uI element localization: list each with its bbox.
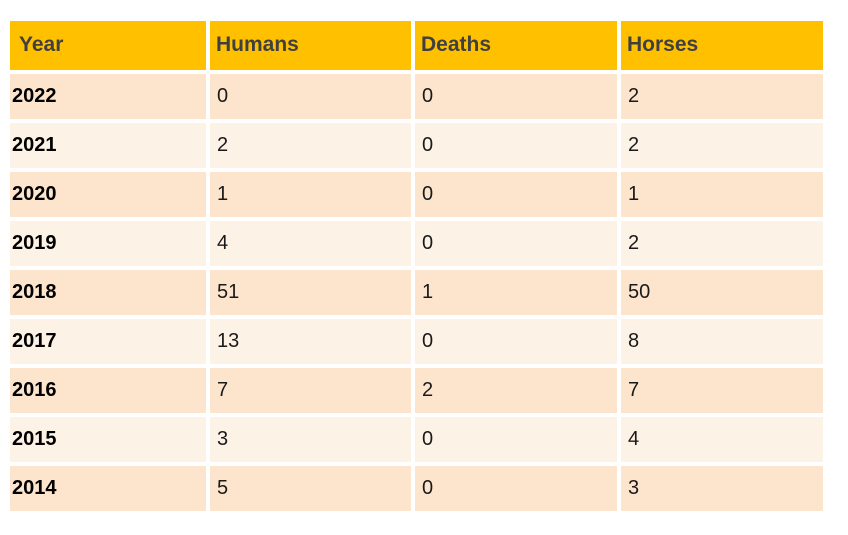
horses-cell: 7 bbox=[621, 364, 823, 413]
cases-table: Year Humans Deaths Horses 2022 0 0 2 2021 2 0 2 202… bbox=[10, 21, 823, 511]
horses-cell: 8 bbox=[621, 315, 823, 364]
humans-cell: 3 bbox=[210, 413, 415, 462]
horses-cell: 50 bbox=[621, 266, 823, 315]
year-cell: 2015 bbox=[10, 413, 210, 462]
deaths-cell: 0 bbox=[415, 462, 621, 511]
year-cell: 2022 bbox=[10, 70, 210, 119]
table-row-2014: 2014 5 0 3 bbox=[10, 462, 823, 511]
horses-cell: 1 bbox=[621, 168, 823, 217]
table-row-2018: 2018 51 1 50 bbox=[10, 266, 823, 315]
deaths-cell: 1 bbox=[415, 266, 621, 315]
column-header-deaths: Deaths bbox=[415, 21, 621, 70]
column-header-horses: Horses bbox=[621, 21, 823, 70]
year-cell: 2017 bbox=[10, 315, 210, 364]
deaths-cell: 0 bbox=[415, 315, 621, 364]
table-row-2015: 2015 3 0 4 bbox=[10, 413, 823, 462]
table-header: Year Humans Deaths Horses bbox=[10, 21, 823, 70]
column-header-year: Year bbox=[10, 21, 210, 70]
deaths-cell: 2 bbox=[415, 364, 621, 413]
humans-cell: 2 bbox=[210, 119, 415, 168]
horses-cell: 4 bbox=[621, 413, 823, 462]
table-row-2016: 2016 7 2 7 bbox=[10, 364, 823, 413]
table-row-2022: 2022 0 0 2 bbox=[10, 70, 823, 119]
deaths-cell: 0 bbox=[415, 168, 621, 217]
table-body: 2022 0 0 2 2021 2 0 2 2020 1 0 1 2019 4 0 2 2018 51 1 50 201… bbox=[10, 70, 823, 511]
humans-cell: 4 bbox=[210, 217, 415, 266]
year-cell: 2020 bbox=[10, 168, 210, 217]
deaths-cell: 0 bbox=[415, 217, 621, 266]
table-row-2021: 2021 2 0 2 bbox=[10, 119, 823, 168]
horses-cell: 2 bbox=[621, 70, 823, 119]
deaths-cell: 0 bbox=[415, 70, 621, 119]
humans-cell: 1 bbox=[210, 168, 415, 217]
humans-cell: 5 bbox=[210, 462, 415, 511]
year-cell: 2021 bbox=[10, 119, 210, 168]
table-row-2019: 2019 4 0 2 bbox=[10, 217, 823, 266]
humans-cell: 51 bbox=[210, 266, 415, 315]
horses-cell: 2 bbox=[621, 217, 823, 266]
horses-cell: 3 bbox=[621, 462, 823, 511]
year-cell: 2018 bbox=[10, 266, 210, 315]
table-row-2017: 2017 13 0 8 bbox=[10, 315, 823, 364]
humans-cell: 7 bbox=[210, 364, 415, 413]
year-cell: 2016 bbox=[10, 364, 210, 413]
deaths-cell: 0 bbox=[415, 413, 621, 462]
year-cell: 2014 bbox=[10, 462, 210, 511]
humans-cell: 0 bbox=[210, 70, 415, 119]
humans-cell: 13 bbox=[210, 315, 415, 364]
year-cell: 2019 bbox=[10, 217, 210, 266]
column-header-humans: Humans bbox=[210, 21, 415, 70]
header-row: Year Humans Deaths Horses bbox=[10, 21, 823, 70]
horses-cell: 2 bbox=[621, 119, 823, 168]
deaths-cell: 0 bbox=[415, 119, 621, 168]
table-row-2020: 2020 1 0 1 bbox=[10, 168, 823, 217]
